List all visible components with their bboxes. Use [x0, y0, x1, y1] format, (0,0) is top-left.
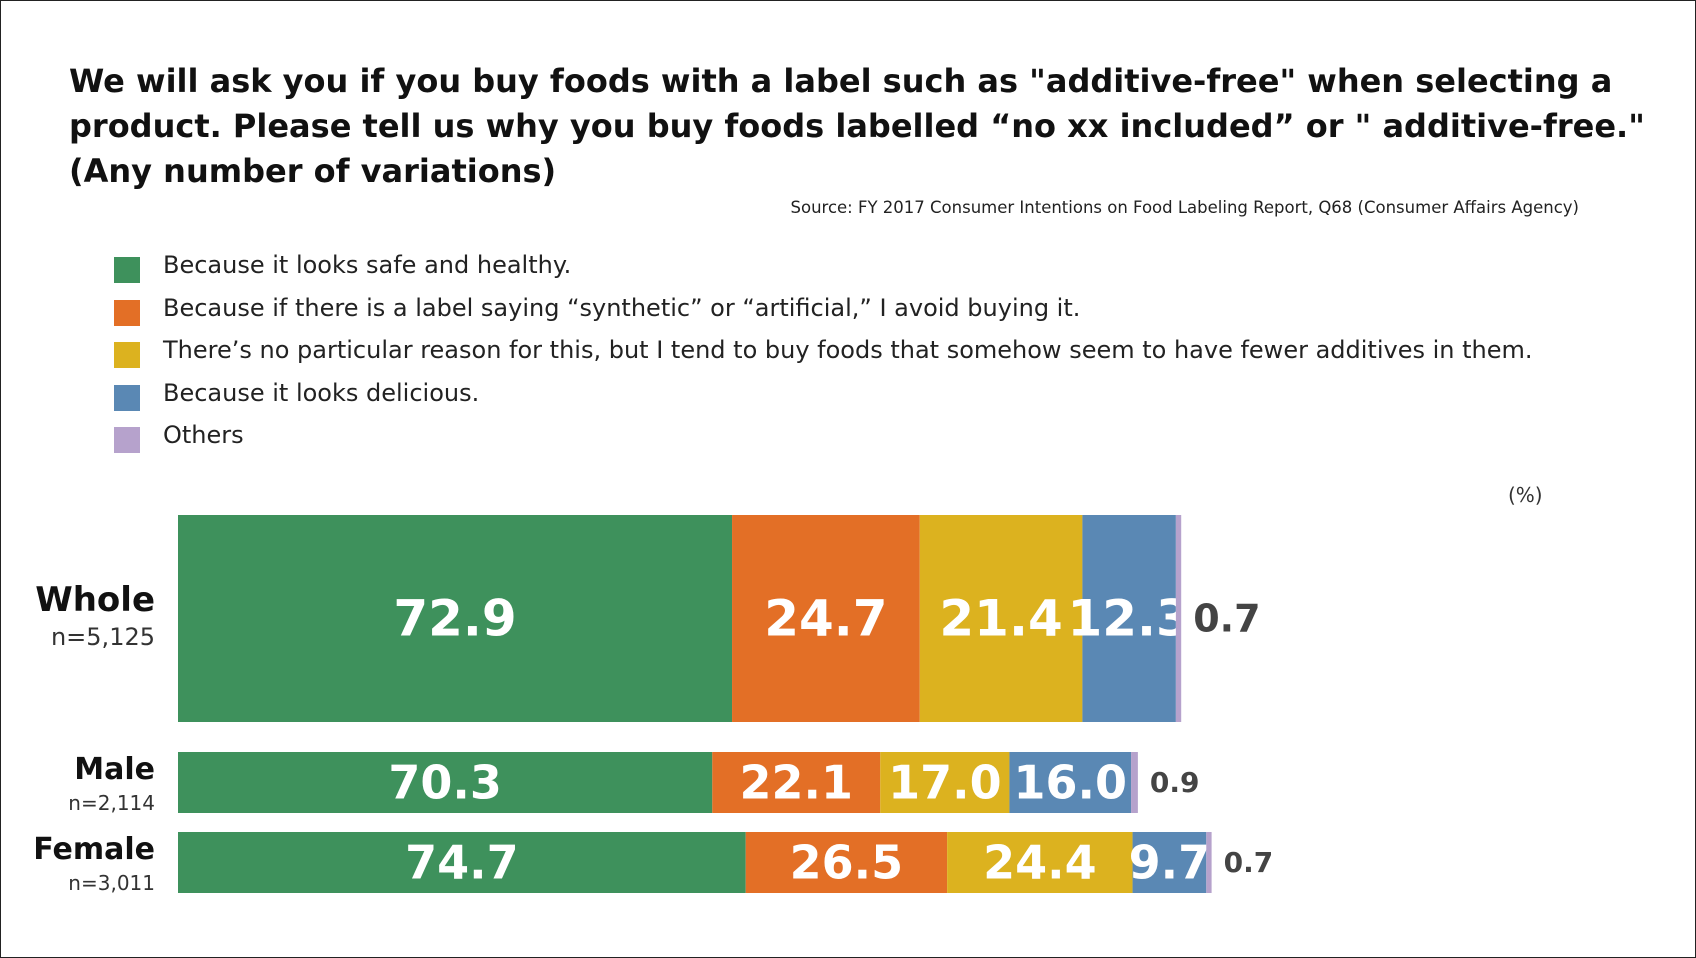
- data-label: 74.7: [405, 836, 519, 890]
- legend-label: Because it looks delicious.: [163, 378, 480, 407]
- title-line: product. Please tell us why you buy food…: [69, 107, 1645, 145]
- data-label: 0.9: [1150, 766, 1200, 799]
- data-label: 21.4: [939, 590, 1062, 648]
- data-label: 22.1: [740, 756, 854, 810]
- data-label: 9.7: [1129, 836, 1211, 890]
- data-label: 0.7: [1224, 846, 1274, 879]
- category-label: Female: [33, 832, 155, 867]
- data-label: 16.0: [1013, 756, 1127, 810]
- legend-label: There’s no particular reason for this, b…: [163, 336, 1533, 364]
- legend-label: Because if there is a label saying “synt…: [163, 293, 1081, 322]
- bar-segment: [1175, 515, 1182, 722]
- title-line: (Any number of variations): [69, 152, 557, 190]
- bar-segment: [178, 752, 713, 813]
- category-label: Male: [74, 752, 155, 787]
- data-label: 70.3: [388, 756, 502, 810]
- bar-segment: [745, 832, 948, 893]
- row-label-male: Male n=2,114: [68, 751, 155, 817]
- row-label-whole: Whole n=5,125: [35, 579, 155, 653]
- data-label: 0.7: [1193, 597, 1260, 641]
- bar-segment: [1132, 832, 1207, 893]
- title-line: We will ask you if you buy foods with a …: [69, 62, 1613, 100]
- data-label: 26.5: [790, 836, 904, 890]
- bar-segment: [1131, 752, 1138, 813]
- bar-segment: [919, 515, 1083, 722]
- source-note: Source: FY 2017 Consumer Intentions on F…: [790, 198, 1580, 217]
- data-label: 24.7: [764, 590, 887, 648]
- data-label: 72.9: [393, 590, 516, 648]
- unit-label: (%): [1508, 483, 1543, 507]
- legend-swatch: [114, 384, 140, 411]
- legend-label: Others: [163, 421, 244, 449]
- data-label: 24.4: [983, 836, 1097, 890]
- legend-swatch: [114, 257, 140, 283]
- chart-title: We will ask you if you buy foods with a …: [69, 59, 1645, 194]
- legend-swatch: [114, 427, 140, 453]
- bar-segment: [1206, 832, 1212, 893]
- bar-segment: [178, 832, 746, 893]
- bar-segment: [1009, 752, 1132, 813]
- bar-segment: [880, 752, 1010, 813]
- bar-segment: [947, 832, 1133, 893]
- bar-segment: [712, 752, 881, 813]
- data-label: 12.3: [1067, 590, 1190, 648]
- legend-swatch: [114, 299, 140, 326]
- legend-label: Because it looks safe and healthy.: [163, 251, 572, 279]
- bar-segment: [1082, 515, 1176, 722]
- bar-segment: [178, 515, 733, 722]
- legend-swatch: [114, 342, 140, 368]
- bar-segment: [732, 515, 920, 722]
- sample-size: n=3,011: [68, 871, 155, 895]
- sample-size: n=5,125: [50, 623, 155, 651]
- data-label: 17.0: [888, 756, 1002, 810]
- sample-size: n=2,114: [68, 791, 155, 815]
- category-label: Whole: [35, 580, 155, 620]
- row-label-female: Female n=3,011: [33, 831, 155, 897]
